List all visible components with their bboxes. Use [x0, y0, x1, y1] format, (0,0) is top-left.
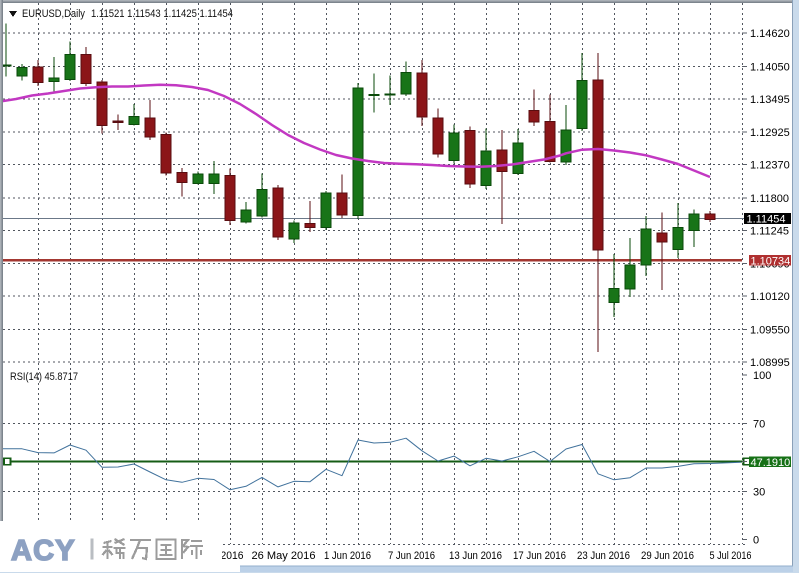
- svg-text:13 Jun 2016: 13 Jun 2016: [449, 550, 502, 562]
- svg-text:29 Jun 2016: 29 Jun 2016: [641, 550, 694, 562]
- svg-text:100: 100: [753, 370, 771, 382]
- svg-text:1.10120: 1.10120: [750, 291, 790, 303]
- svg-text:17 Jun 2016: 17 Jun 2016: [513, 550, 566, 562]
- svg-text:1.11800: 1.11800: [750, 193, 789, 205]
- svg-text:2016: 2016: [221, 550, 244, 562]
- svg-text:1.11521 1.11543 1.11425 1.1145: 1.11521 1.11543 1.11425 1.11454: [91, 8, 233, 20]
- svg-text:1.11245: 1.11245: [750, 225, 789, 237]
- svg-text:0: 0: [753, 535, 759, 547]
- svg-text:5 Jul 2016: 5 Jul 2016: [710, 550, 752, 562]
- svg-text:1 Jun 2016: 1 Jun 2016: [324, 550, 371, 562]
- svg-text:ACY: ACY: [11, 535, 76, 567]
- svg-text:1.14050: 1.14050: [750, 61, 790, 73]
- svg-text:26 May 2016: 26 May 2016: [252, 550, 316, 562]
- svg-text:EURUSD,Daily: EURUSD,Daily: [22, 8, 85, 20]
- svg-text:1.12370: 1.12370: [750, 160, 790, 172]
- svg-text:1.12925: 1.12925: [750, 127, 790, 139]
- svg-text:1.08995: 1.08995: [750, 357, 790, 369]
- svg-text:1.09550: 1.09550: [750, 325, 790, 337]
- svg-text:47.1910: 47.1910: [751, 457, 791, 469]
- svg-text:30: 30: [753, 486, 765, 498]
- svg-text:1.14620: 1.14620: [750, 28, 790, 40]
- svg-text:RSI(14) 45.8717: RSI(14) 45.8717: [10, 371, 78, 383]
- svg-text:23 Jun 2016: 23 Jun 2016: [577, 550, 630, 562]
- svg-text:1.11454: 1.11454: [747, 214, 786, 226]
- svg-text:70: 70: [753, 418, 765, 430]
- svg-text:1.13495: 1.13495: [750, 94, 790, 106]
- svg-text:7 Jun 2016: 7 Jun 2016: [388, 550, 435, 562]
- svg-text:1.10734: 1.10734: [751, 255, 791, 267]
